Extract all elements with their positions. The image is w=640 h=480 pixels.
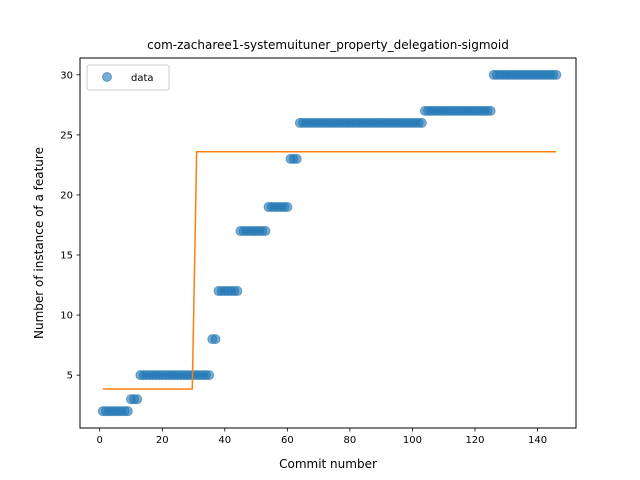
y-tick-label: 25	[60, 130, 73, 141]
x-axis-label: Commit number	[279, 457, 377, 471]
x-axis: 0 20 40 60 80 100 120 140	[97, 428, 547, 446]
data-point	[291, 153, 302, 164]
y-axis-label: Number of instance of a feature	[32, 147, 46, 339]
legend: data	[86, 64, 170, 91]
y-tick-label: 30	[60, 70, 73, 81]
legend-box	[86, 64, 170, 91]
x-tick-label: 100	[403, 435, 422, 446]
data-point	[132, 394, 143, 405]
x-tick-label: 120	[465, 435, 484, 446]
y-tick-label: 5	[67, 371, 73, 382]
data-point	[551, 69, 562, 80]
data-point	[122, 406, 133, 417]
x-tick-label: 40	[218, 435, 231, 446]
data-point	[260, 225, 271, 236]
data-point	[485, 105, 496, 116]
fit-line	[102, 150, 557, 390]
x-tick-label: 140	[528, 435, 547, 446]
y-tick-label: 10	[60, 311, 73, 322]
data-point	[232, 286, 243, 297]
x-tick-label: 80	[344, 435, 357, 446]
data-point	[416, 117, 427, 128]
legend-marker-data	[102, 72, 112, 82]
data-point	[210, 334, 221, 345]
data-point	[204, 370, 215, 381]
y-tick-label: 15	[60, 251, 73, 262]
data-point	[282, 201, 293, 212]
chart-title: com-zacharee1-systemuituner_property_del…	[147, 38, 509, 52]
x-tick-label: 0	[97, 435, 103, 446]
y-axis: 5 10 15 20 25 30	[60, 70, 80, 382]
y-tick-label: 20	[60, 190, 73, 201]
axes-frame	[79, 57, 577, 429]
x-tick-label: 60	[281, 435, 294, 446]
plot-area	[97, 69, 562, 417]
legend-label-data: data	[131, 73, 154, 84]
x-tick-label: 20	[156, 435, 169, 446]
